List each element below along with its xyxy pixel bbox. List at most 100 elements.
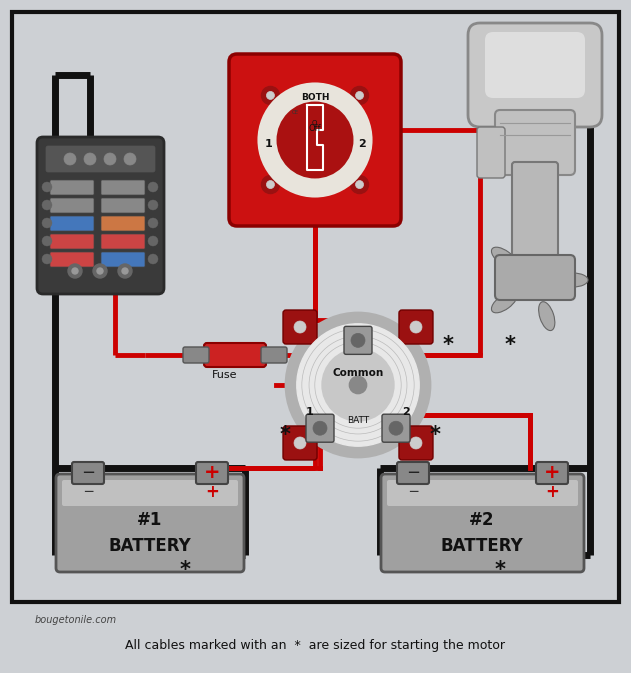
FancyBboxPatch shape — [204, 343, 266, 367]
Circle shape — [104, 153, 116, 165]
Text: +: + — [545, 483, 559, 501]
Circle shape — [355, 92, 363, 100]
FancyBboxPatch shape — [183, 347, 209, 363]
Circle shape — [266, 180, 274, 188]
Circle shape — [72, 268, 78, 274]
FancyBboxPatch shape — [495, 255, 575, 300]
FancyBboxPatch shape — [56, 474, 244, 572]
Circle shape — [42, 200, 52, 210]
Text: ─: ─ — [84, 485, 92, 499]
FancyBboxPatch shape — [399, 426, 433, 460]
Circle shape — [97, 268, 103, 274]
FancyBboxPatch shape — [72, 462, 104, 484]
Text: #2: #2 — [469, 511, 495, 529]
Circle shape — [351, 333, 365, 347]
Ellipse shape — [539, 302, 555, 330]
Circle shape — [42, 182, 52, 192]
FancyBboxPatch shape — [101, 198, 145, 213]
Circle shape — [93, 264, 107, 278]
Circle shape — [68, 264, 82, 278]
Text: *: * — [505, 335, 516, 355]
Text: ─: ─ — [83, 464, 93, 482]
FancyBboxPatch shape — [397, 462, 429, 484]
Circle shape — [259, 84, 371, 196]
Text: *: * — [179, 560, 191, 580]
Text: 1: 1 — [306, 407, 314, 417]
FancyBboxPatch shape — [512, 162, 558, 268]
Text: Common: Common — [333, 368, 384, 378]
FancyBboxPatch shape — [50, 180, 94, 195]
Text: BOTH: BOTH — [301, 93, 329, 102]
Circle shape — [122, 268, 128, 274]
Circle shape — [351, 86, 369, 104]
Text: Off: Off — [309, 124, 321, 133]
Circle shape — [266, 92, 274, 100]
Text: bougetonile.com: bougetonile.com — [35, 615, 117, 625]
FancyBboxPatch shape — [344, 326, 372, 355]
FancyBboxPatch shape — [382, 414, 410, 442]
Circle shape — [261, 86, 280, 104]
Circle shape — [294, 321, 306, 333]
Text: +: + — [544, 464, 560, 483]
FancyBboxPatch shape — [62, 480, 238, 506]
FancyBboxPatch shape — [381, 474, 584, 572]
Circle shape — [148, 200, 158, 210]
Text: BATT: BATT — [347, 416, 369, 425]
Circle shape — [42, 236, 52, 246]
Text: BATTERY: BATTERY — [440, 537, 523, 555]
Text: All cables marked with an  *  are sized for starting the motor: All cables marked with an * are sized fo… — [125, 639, 505, 651]
FancyBboxPatch shape — [50, 234, 94, 249]
FancyBboxPatch shape — [50, 252, 94, 267]
Text: ─: ─ — [408, 464, 418, 482]
FancyBboxPatch shape — [283, 426, 317, 460]
Text: O: O — [312, 120, 317, 126]
Circle shape — [42, 254, 52, 264]
FancyBboxPatch shape — [50, 198, 94, 213]
Text: ─: ─ — [409, 485, 417, 499]
FancyBboxPatch shape — [306, 414, 334, 442]
Text: BATTERY: BATTERY — [109, 537, 191, 555]
FancyBboxPatch shape — [101, 180, 145, 195]
Text: *: * — [495, 560, 505, 580]
Circle shape — [410, 437, 422, 449]
Circle shape — [148, 236, 158, 246]
Circle shape — [148, 182, 158, 192]
Circle shape — [351, 176, 369, 194]
FancyBboxPatch shape — [101, 252, 145, 267]
Text: *: * — [442, 335, 454, 355]
Circle shape — [297, 324, 419, 446]
Circle shape — [355, 180, 363, 188]
Circle shape — [322, 349, 394, 421]
Text: 2: 2 — [358, 139, 366, 149]
FancyBboxPatch shape — [283, 310, 317, 344]
FancyBboxPatch shape — [399, 310, 433, 344]
Circle shape — [148, 254, 158, 264]
Circle shape — [261, 176, 280, 194]
Text: +: + — [204, 464, 220, 483]
FancyBboxPatch shape — [536, 462, 568, 484]
Circle shape — [42, 218, 52, 228]
Circle shape — [294, 437, 306, 449]
Circle shape — [124, 153, 136, 165]
FancyBboxPatch shape — [46, 146, 155, 172]
FancyBboxPatch shape — [229, 54, 401, 226]
FancyBboxPatch shape — [50, 216, 94, 231]
Ellipse shape — [492, 292, 517, 313]
FancyBboxPatch shape — [485, 32, 585, 98]
Circle shape — [313, 421, 327, 435]
Text: *: * — [430, 425, 440, 445]
FancyBboxPatch shape — [387, 480, 578, 506]
Circle shape — [84, 153, 96, 165]
Ellipse shape — [539, 229, 555, 258]
FancyBboxPatch shape — [261, 347, 287, 363]
FancyBboxPatch shape — [101, 234, 145, 249]
Text: #1: #1 — [138, 511, 163, 529]
Text: 1: 1 — [264, 139, 272, 149]
FancyBboxPatch shape — [101, 216, 145, 231]
FancyBboxPatch shape — [196, 462, 228, 484]
Circle shape — [410, 321, 422, 333]
Circle shape — [118, 264, 132, 278]
Ellipse shape — [492, 247, 517, 268]
Circle shape — [350, 376, 367, 394]
Circle shape — [148, 218, 158, 228]
